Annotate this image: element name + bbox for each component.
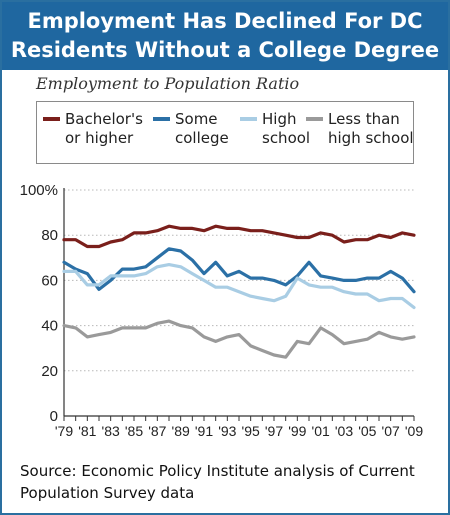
legend-label-less-than-hs-line-2: high school [328,129,414,147]
x-tick-label: '93 [218,423,236,439]
line-chart: 0 20 40 60 80 100% '79 '81 '83 '85 '87 '89 '91 '93 '95… [20,182,424,439]
x-tick-label: '81 [78,423,96,439]
x-tick-label: '89 [172,423,190,439]
x-tick-label: '83 [102,423,120,439]
source-note: Source: Economic Policy Institute analys… [20,462,415,502]
x-tick-label: '03 [335,423,353,439]
x-tick-label: '99 [288,423,306,439]
x-tick-label: '91 [195,423,213,439]
series-line-some-college [62,247,416,294]
x-tick-label: '79 [55,423,73,439]
x-tick-label: '87 [148,423,166,439]
x-tick-label: '97 [265,423,283,439]
legend-swatch-high-school [240,117,257,121]
legend-label-high-school-line-1: High [262,110,297,128]
y-tick-label: 60 [41,272,58,289]
series-line-bachelors [62,224,416,249]
y-tick-label: 40 [41,318,58,335]
series-line-less-than-hs [62,319,416,359]
legend-swatch-less-than-hs [306,117,323,121]
x-tick-label: '07 [382,423,400,439]
series-line-high-school [62,262,416,310]
legend-label-less-than-hs-line-1: Less than [328,110,400,128]
legend-label-bachelors-line-1: Bachelor's [65,110,143,128]
legend-swatch-bachelors [43,117,60,121]
y-tick-label: 80 [41,227,58,244]
y-tick-label: 100% [20,182,58,199]
legend-label-bachelors-line-2: or higher [65,129,134,147]
x-tick-label: '95 [242,423,260,439]
legend-swatch-some-college [153,117,170,121]
chart-title-line-2: Residents Without a College Degree [10,38,440,62]
x-tick-label: '05 [358,423,376,439]
x-tick-label: '01 [312,423,330,439]
chart-title-line-1: Employment Has Declined For DC [27,9,423,33]
legend-label-some-college-line-1: Some [175,110,218,128]
legend: Bachelor's or higher Some college High s… [36,101,414,164]
y-tick-label: 0 [50,408,58,425]
legend-label-high-school-line-2: school [262,129,311,147]
x-tick-label: '85 [125,423,143,439]
legend-label-some-college-line-2: college [175,129,229,147]
y-tick-label: 20 [41,363,58,380]
x-tick-label: '09 [405,423,423,439]
chart-subtitle: Employment to Population Ratio [36,74,300,93]
chart-title: Employment Has Declined For DC Residents… [2,2,448,70]
